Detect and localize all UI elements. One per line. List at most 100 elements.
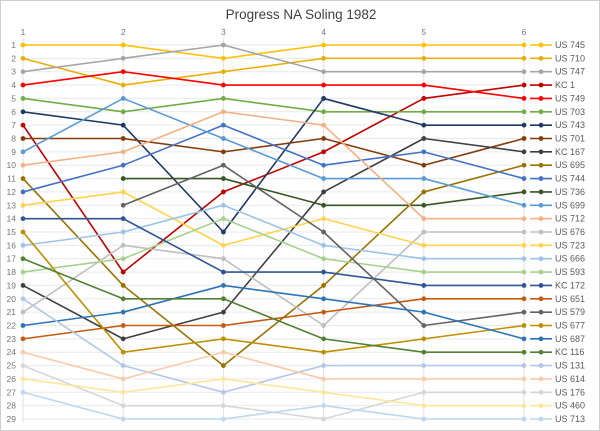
y-axis-labels: 1234567891011121314151617181920212223242… (7, 40, 17, 424)
series-line (22, 97, 524, 113)
series-KC-1 (20, 82, 527, 275)
data-point (321, 256, 326, 262)
series-line (22, 284, 525, 340)
data-point (20, 69, 26, 75)
legend-item-KC-1: KC 1 (530, 80, 575, 90)
data-point (421, 202, 427, 208)
legend-label: US 723 (555, 240, 585, 250)
data-point (221, 242, 226, 248)
legend-item-US-736: US 736 (530, 187, 585, 197)
data-point (120, 149, 126, 155)
series-line (22, 191, 524, 247)
data-point (20, 229, 26, 235)
series-US-723 (20, 189, 527, 248)
y-axis-tick-label: 3 (11, 67, 16, 77)
legend-label: US 743 (555, 120, 585, 130)
data-point (321, 269, 326, 275)
data-point (321, 42, 326, 48)
y-axis-tick-label: 12 (7, 187, 17, 197)
data-point (20, 256, 26, 262)
legend-item-US-695: US 695 (530, 160, 585, 170)
legend-item-US-666: US 666 (530, 254, 585, 264)
data-point (120, 363, 126, 368)
data-point (321, 389, 326, 395)
y-axis-tick-label: 26 (7, 374, 17, 384)
data-point (521, 149, 527, 155)
legend-item-US-744: US 744 (530, 174, 585, 184)
series-US-695 (20, 162, 527, 368)
data-point (120, 336, 126, 342)
data-point (521, 269, 527, 275)
x-axis-tick-label: 5 (421, 27, 426, 37)
y-axis-tick-label: 14 (7, 214, 17, 224)
data-point (221, 42, 226, 48)
data-point (120, 296, 126, 302)
data-point (221, 389, 226, 395)
legend-item-US-712: US 712 (530, 214, 585, 224)
legend-label: US 677 (555, 321, 585, 331)
legend-key-marker (538, 349, 544, 355)
series-line (22, 44, 524, 73)
data-point (20, 242, 26, 248)
legend-label: US 131 (555, 361, 585, 371)
data-point (120, 349, 126, 355)
data-point (521, 296, 527, 302)
series-US-710 (20, 55, 527, 88)
legend-item-US-677: US 677 (530, 321, 585, 331)
data-point (321, 309, 326, 315)
series-line (23, 217, 524, 287)
data-point (221, 309, 226, 315)
y-axis-tick-label: 18 (7, 267, 17, 277)
data-point (221, 269, 226, 275)
chart-legend: US 745 US 710 US 747 KC 1 US 749 US 703 US 743… (530, 40, 585, 424)
data-point (221, 216, 226, 222)
series-line (22, 97, 524, 233)
legend-label: US 593 (555, 267, 585, 277)
data-point (221, 376, 226, 382)
data-point (120, 42, 126, 48)
data-point (421, 42, 427, 48)
data-point (221, 136, 226, 141)
data-point (421, 403, 427, 409)
data-point (120, 323, 126, 328)
data-point (120, 176, 126, 181)
data-point (120, 216, 126, 222)
data-point (321, 162, 326, 168)
legend-key-marker (538, 82, 544, 88)
y-axis-tick-label: 7 (11, 120, 16, 130)
data-point (20, 336, 26, 342)
y-axis-tick-label: 11 (7, 174, 16, 184)
legend-item-US-579: US 579 (530, 307, 585, 317)
legend-label: US 703 (555, 107, 585, 117)
y-axis-tick-label: 4 (11, 80, 16, 90)
legend-item-US-614: US 614 (530, 374, 585, 384)
legend-item-KC-116: KC 116 (530, 347, 584, 357)
legend-item-US-701: US 701 (530, 134, 585, 144)
legend-key-marker (538, 149, 544, 155)
data-point (521, 216, 527, 222)
legend-label: US 614 (555, 374, 585, 384)
legend-key-marker (538, 283, 544, 288)
data-point (221, 82, 226, 88)
gridlines (21, 38, 527, 422)
data-point (521, 202, 527, 208)
data-point (521, 109, 527, 115)
data-point (321, 242, 326, 248)
data-point (521, 229, 527, 235)
legend-key-marker (538, 202, 544, 208)
data-point (20, 309, 26, 315)
data-point (421, 55, 427, 61)
y-axis-tick-label: 5 (11, 93, 16, 103)
data-point (120, 269, 126, 275)
data-point (120, 189, 126, 195)
series-US-703 (20, 96, 527, 115)
data-point (221, 109, 226, 115)
data-point (120, 109, 126, 115)
legend-key-marker (538, 69, 544, 75)
data-point (521, 403, 527, 409)
series-line (22, 378, 524, 407)
series-line (22, 257, 524, 354)
data-point (421, 336, 427, 342)
data-point (321, 136, 326, 141)
